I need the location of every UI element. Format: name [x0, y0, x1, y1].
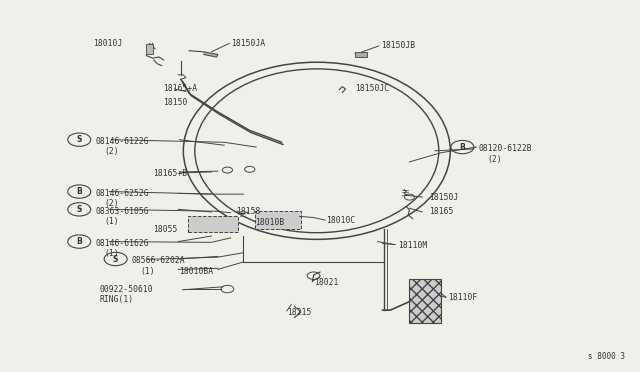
Text: B: B	[76, 237, 82, 246]
FancyBboxPatch shape	[188, 216, 238, 232]
Text: 18110F: 18110F	[448, 294, 477, 302]
Text: S: S	[77, 135, 82, 144]
Text: 18021: 18021	[314, 278, 338, 287]
Text: 08146-6162G: 08146-6162G	[95, 239, 149, 248]
Text: 18150JA: 18150JA	[230, 39, 265, 48]
Polygon shape	[204, 52, 218, 57]
Text: 08120-6122B: 08120-6122B	[478, 144, 532, 153]
Text: S: S	[77, 205, 82, 214]
Text: 08146-6122G: 08146-6122G	[95, 137, 149, 146]
Text: 08363-6105G: 08363-6105G	[95, 207, 149, 216]
FancyBboxPatch shape	[255, 211, 301, 230]
Text: 18165+A: 18165+A	[164, 84, 198, 93]
Text: (2): (2)	[104, 199, 119, 208]
Text: 18215: 18215	[287, 308, 311, 317]
Text: (1): (1)	[104, 217, 119, 226]
Text: RING(1): RING(1)	[100, 295, 134, 304]
Text: 18010C: 18010C	[326, 216, 356, 225]
Text: 18158: 18158	[236, 207, 260, 216]
Text: 18055: 18055	[153, 225, 177, 234]
Text: (1): (1)	[104, 249, 119, 258]
Text: (2): (2)	[104, 147, 119, 156]
Text: B: B	[76, 187, 82, 196]
Text: 18150JB: 18150JB	[381, 41, 415, 51]
Text: 08146-6252G: 08146-6252G	[95, 189, 149, 198]
Text: 18010J: 18010J	[93, 39, 122, 48]
Polygon shape	[410, 279, 442, 323]
Text: B: B	[460, 142, 465, 151]
Text: (1): (1)	[141, 267, 155, 276]
Text: 18165: 18165	[429, 208, 453, 217]
Text: 00922-50610: 00922-50610	[100, 285, 154, 294]
FancyBboxPatch shape	[355, 52, 367, 57]
Text: 18010BA: 18010BA	[179, 267, 214, 276]
Text: S: S	[113, 254, 118, 263]
FancyBboxPatch shape	[147, 44, 153, 54]
Text: 18150JC: 18150JC	[355, 84, 389, 93]
Text: (2): (2)	[487, 155, 502, 164]
Text: 18150: 18150	[164, 98, 188, 107]
Text: 18010B: 18010B	[255, 218, 284, 227]
Text: 08566-6202A: 08566-6202A	[132, 256, 185, 265]
Text: s 8000 3: s 8000 3	[588, 352, 625, 361]
Text: 18165+B: 18165+B	[153, 169, 187, 177]
Text: 18110M: 18110M	[398, 241, 427, 250]
Text: 18150J: 18150J	[429, 193, 458, 202]
